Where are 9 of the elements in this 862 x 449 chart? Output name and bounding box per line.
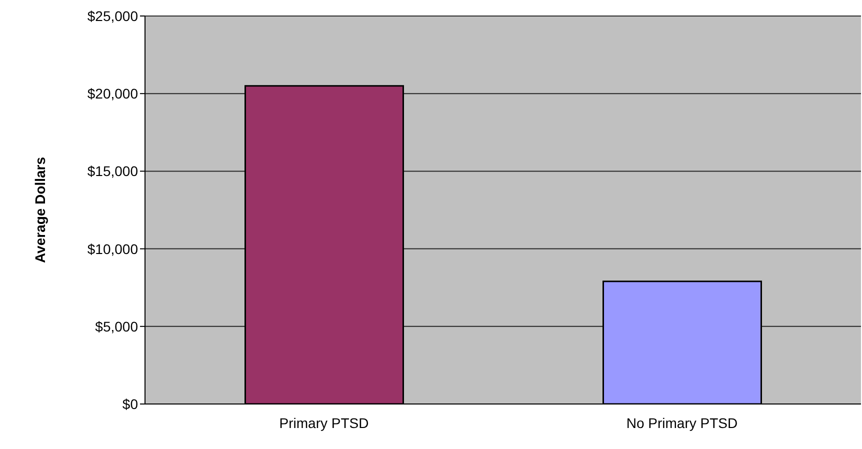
y-axis-title: Average Dollars [32,156,48,264]
y-tick-label: $20,000 [87,86,138,102]
x-tick-label: No Primary PTSD [626,414,738,431]
y-tick-label: $0 [122,396,138,412]
x-tick-label: Primary PTSD [279,414,369,431]
y-tick-label: $5,000 [95,318,138,334]
y-tick-label: $10,000 [87,240,138,257]
y-tick-label: $25,000 [87,8,138,24]
y-tick-label: $15,000 [87,163,138,180]
